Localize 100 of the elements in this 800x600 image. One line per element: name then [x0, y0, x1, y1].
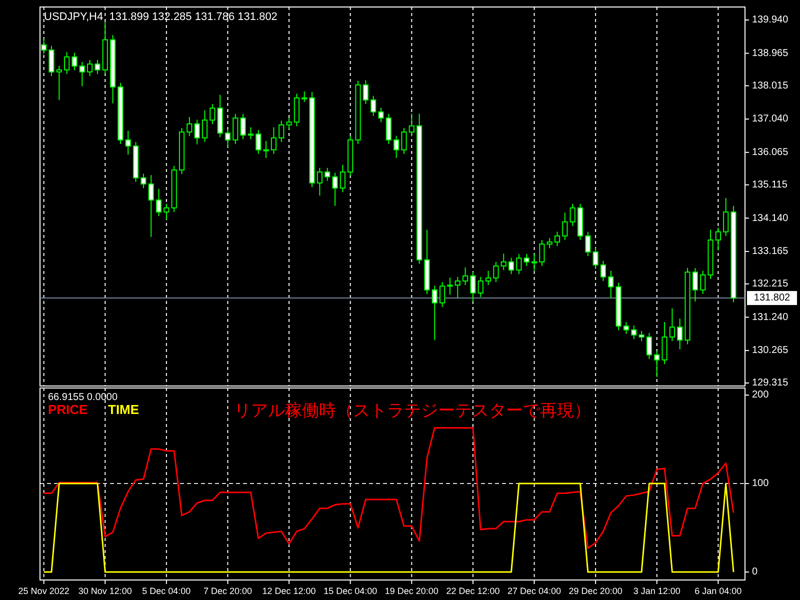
y-tick-label: 138.015 — [752, 80, 789, 92]
candlestick — [148, 174, 154, 238]
candlestick — [454, 276, 460, 299]
candlestick — [194, 119, 200, 145]
candlestick — [394, 135, 400, 159]
candlestick — [378, 107, 384, 123]
y-tick-label: 130.265 — [752, 345, 789, 356]
x-tick-label: 5 Dec 04:00 — [142, 586, 191, 596]
candlestick — [462, 266, 468, 286]
y-tick-label: 200 — [752, 390, 770, 401]
y-tick-label: 129.315 — [752, 378, 789, 389]
candlestick — [539, 240, 545, 266]
candlestick — [72, 52, 78, 71]
candlestick — [210, 104, 216, 125]
candlestick — [256, 129, 262, 154]
x-tick-label: 25 Nov 2022 — [18, 586, 70, 596]
x-tick-label: 29 Dec 20:00 — [568, 586, 622, 596]
y-tick-label: 134.140 — [752, 212, 789, 224]
candlestick — [263, 140, 269, 159]
candlestick — [440, 282, 446, 308]
x-tick-label: 27 Dec 04:00 — [507, 586, 562, 596]
candlestick — [340, 164, 346, 193]
candlestick — [240, 113, 246, 140]
candlestick — [87, 59, 93, 77]
candlestick — [386, 113, 392, 145]
candlestick — [677, 318, 683, 350]
candlestick — [156, 188, 162, 217]
x-tick-label: 30 Nov 12:00 — [78, 586, 132, 596]
y-tick-label: 139.940 — [752, 14, 789, 26]
text: TIME — [108, 402, 140, 417]
candlestick — [700, 270, 706, 294]
candlestick — [248, 126, 254, 140]
x-tick-label: 19 Dec 20:00 — [384, 586, 438, 596]
candlestick — [646, 332, 652, 360]
line-series — [43, 427, 734, 549]
candlestick — [531, 253, 538, 272]
candlestick — [202, 110, 208, 142]
x-tick-label: 3 Jan 12:00 — [633, 586, 680, 596]
x-tick-label: 15 Dec 04:00 — [324, 586, 378, 596]
y-tick-label: 133.165 — [752, 246, 789, 258]
x-tick-label: 6 Jan 04:00 — [694, 586, 742, 596]
candlestick — [662, 322, 668, 365]
candlestick — [570, 203, 576, 226]
candlestick — [186, 116, 192, 137]
candlestick — [562, 212, 568, 241]
annotation: リアル稼働時（ストラテジーテスターで再現） — [234, 401, 591, 420]
candlestick — [585, 231, 591, 257]
y-tick-label: 0 — [752, 566, 758, 578]
candlestick — [524, 254, 530, 266]
y-tick-label: 136.065 — [752, 147, 789, 158]
candlestick — [232, 113, 238, 145]
candlestick — [278, 120, 284, 142]
candlestick — [723, 197, 729, 236]
candlestick — [692, 268, 698, 302]
candlestick — [608, 270, 614, 299]
candlestick — [401, 127, 407, 154]
candlestick — [140, 173, 146, 189]
candlestick — [94, 59, 100, 74]
chart-title: USDJPY,H4 131.899 132.285 131.786 131.802 — [44, 11, 278, 23]
candlestick — [324, 167, 330, 182]
candlestick — [56, 65, 62, 100]
candlestick — [432, 285, 438, 341]
candlestick — [638, 330, 644, 342]
candlestick — [600, 260, 606, 282]
candlestick — [485, 270, 492, 286]
y-tick-label: 132.215 — [752, 278, 789, 290]
candlestick — [623, 322, 630, 334]
candlestick — [79, 62, 85, 87]
candlestick — [362, 80, 368, 105]
y-tick-label: 131.240 — [752, 312, 789, 323]
candlestick — [302, 90, 308, 102]
annotation: 66.9155 0.0000 — [48, 392, 118, 403]
candlestick — [316, 167, 322, 196]
text: PRICE — [48, 402, 88, 417]
y-tick-label: 100 — [752, 478, 770, 490]
x-tick-label: 12 Dec 12:00 — [262, 586, 316, 596]
candlestick — [370, 95, 376, 116]
candlestick — [493, 261, 499, 283]
candlestick — [408, 113, 414, 137]
y-tick-label: 135.115 — [752, 179, 788, 190]
candlestick — [478, 276, 484, 298]
candlestick — [500, 253, 506, 271]
candlestick — [164, 203, 170, 220]
y-tick-label: 138.965 — [752, 48, 789, 59]
candlestick — [508, 257, 514, 275]
candlestick — [447, 277, 453, 296]
candlestick — [270, 126, 277, 154]
candlestick — [125, 130, 131, 156]
candlestick — [715, 227, 721, 251]
candlestick — [516, 254, 522, 275]
candlestick — [554, 231, 560, 247]
y-tick-label: 137.040 — [752, 114, 789, 125]
x-tick-label: 22 Dec 12:00 — [446, 586, 500, 596]
x-tick-label: 7 Dec 20:00 — [203, 586, 252, 596]
candlestick — [669, 308, 675, 342]
candlestick — [64, 52, 70, 74]
candlestick — [546, 237, 552, 249]
candlestick — [631, 324, 637, 340]
ref-line-label: 131.802 — [754, 292, 791, 304]
candlestick — [48, 45, 54, 77]
